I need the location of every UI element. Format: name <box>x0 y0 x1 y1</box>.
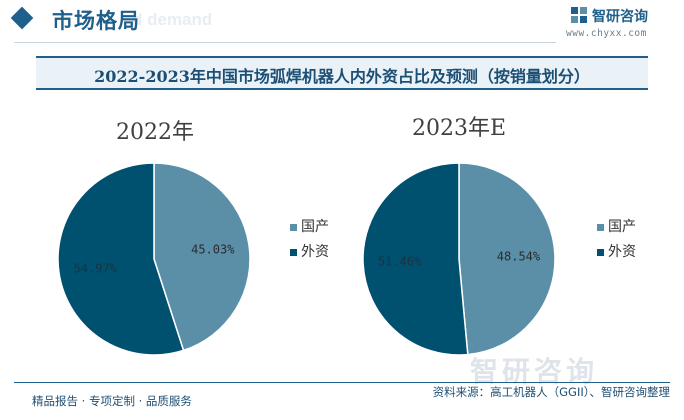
logo-name: 智研咨询 <box>592 9 648 25</box>
section-subtitle: d demand <box>132 10 213 29</box>
legend-label: 国产 <box>608 219 636 235</box>
legend-swatch-domestic <box>290 223 297 231</box>
pie-chart-2023: 48.54% 51.46% <box>362 162 556 356</box>
logo-url: www.chyxx.com <box>566 28 647 39</box>
legend-item-domestic-2023: 国产 <box>597 216 636 236</box>
legend-label: 外资 <box>608 244 636 260</box>
legend-item-foreign-2023: 外资 <box>597 241 636 261</box>
pie-slice-label: 51.46% <box>378 255 422 269</box>
legend-label: 外资 <box>301 244 329 260</box>
legend-label: 国产 <box>301 219 329 235</box>
footer-source: 资料来源：高工机器人（GGII）、智研咨询整理 <box>432 385 670 399</box>
pie-title-2022: 2022年 <box>116 120 194 145</box>
pie-slice-foreign <box>362 162 469 356</box>
pie-slice-label: 54.97% <box>74 261 118 275</box>
header-divider <box>14 42 556 43</box>
pie-slice-label: 45.03% <box>191 243 235 257</box>
header: d demand 市场格局 智研咨询 www.chyxx.com <box>0 0 684 44</box>
section-title: 市场格局 <box>52 9 140 33</box>
legend-item-domestic-2022: 国产 <box>290 216 329 236</box>
footer-tagline: 精品报告 · 专项定制 · 品质服务 <box>32 394 192 408</box>
pie-title-2023: 2023年E <box>412 116 507 141</box>
chart-title-band: 2022-2023年中国市场弧焊机器人内外资占比及预测（按销量划分） <box>36 56 648 90</box>
pie-chart-2022: 45.03% 54.97% <box>57 162 251 356</box>
legend-item-foreign-2022: 外资 <box>290 241 329 261</box>
pie-slice-domestic <box>458 162 556 356</box>
legend-swatch-domestic <box>597 223 604 231</box>
pie-slice-label: 48.54% <box>497 249 541 263</box>
footer-divider <box>14 382 670 383</box>
chart-title: 2022-2023年中国市场弧焊机器人内外资占比及预测（按销量划分） <box>94 67 590 86</box>
diamond-icon <box>10 6 34 30</box>
pie-slice-domestic <box>153 162 251 352</box>
pie-slice-foreign <box>57 162 185 356</box>
logo-icon <box>571 7 587 23</box>
legend-swatch-foreign <box>597 248 604 256</box>
legend-swatch-foreign <box>290 248 297 256</box>
